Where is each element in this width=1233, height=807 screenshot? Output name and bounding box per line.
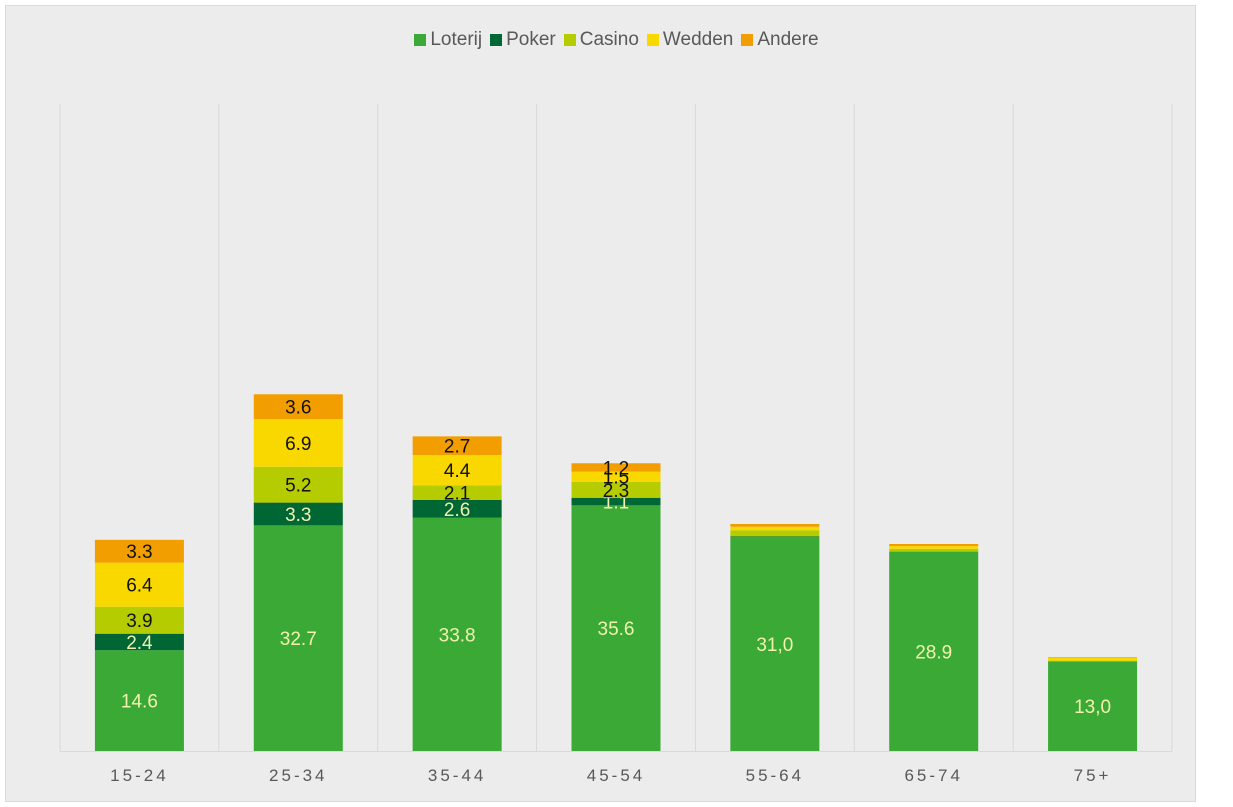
- data-label-loterij-55-64: 31,0: [756, 635, 793, 656]
- bar-segment-casino-65-74: [889, 548, 979, 552]
- bar-segment-casino-25-34: [253, 466, 343, 503]
- bar-segment-poker-15-24: [94, 633, 184, 651]
- bar-segment-andere-25-34: [253, 394, 343, 420]
- bar-segment-casino-75+: [1048, 660, 1138, 662]
- x-tick-label: 75+: [1074, 766, 1112, 785]
- data-label-loterij-45-54: 35.6: [598, 619, 635, 640]
- legend-swatch: [741, 34, 754, 46]
- bar-segment-andere-15-24: [94, 539, 184, 563]
- legend-swatch: [490, 34, 503, 46]
- x-tick-label: 15-24: [110, 766, 168, 785]
- data-label-wedden-15-24: 6.4: [126, 576, 153, 597]
- legend-item-wedden: Wedden: [646, 29, 734, 51]
- bar-segment-poker-25-34: [253, 502, 343, 526]
- legend-item-casino: Casino: [563, 29, 639, 51]
- data-label-poker-15-24: 2.4: [126, 633, 153, 654]
- legend-label: Loterij: [430, 29, 483, 50]
- legend-swatch: [563, 34, 576, 46]
- data-label-loterij-15-24: 14.6: [121, 692, 158, 713]
- data-label-casino-45-54: 2.3: [603, 481, 629, 502]
- bar-segment-wedden-45-54: [571, 471, 661, 482]
- bar-segment-andere-55-64: [730, 523, 820, 527]
- bar-segment-loterij-35-44: [412, 517, 502, 751]
- legend-item-poker: Poker: [490, 29, 556, 51]
- bar-segment-wedden-55-64: [730, 526, 820, 531]
- bar-segment-andere-75+: [1048, 657, 1138, 658]
- data-label-casino-25-34: 5.2: [285, 476, 311, 497]
- data-label-wedden-35-44: 4.4: [444, 461, 471, 482]
- data-label-andere-35-44: 2.7: [444, 437, 470, 458]
- data-label-wedden-25-34: 6.9: [285, 434, 311, 455]
- data-label-loterij-65-74: 28.9: [915, 642, 952, 663]
- bar-segment-wedden-35-44: [412, 454, 502, 486]
- data-label-casino-35-44: 2.1: [444, 484, 470, 505]
- legend-label: Casino: [579, 29, 639, 50]
- bar-segment-andere-35-44: [412, 436, 502, 455]
- legend: Loterij Poker Casino Wedden Andere: [0, 26, 1233, 54]
- bar-segment-wedden-15-24: [94, 562, 184, 607]
- data-label-loterij-35-44: 33.8: [439, 625, 476, 646]
- bar-segment-loterij-75+: [1048, 661, 1138, 751]
- legend-label: Andere: [757, 29, 819, 50]
- data-label-andere-45-54: 1.2: [603, 458, 629, 479]
- data-label-andere-15-24: 3.3: [126, 542, 152, 563]
- legend-label: Poker: [506, 29, 556, 50]
- bar-segment-loterij-25-34: [253, 525, 343, 751]
- bar-segment-wedden-25-34: [253, 419, 343, 467]
- bar-segment-loterij-65-74: [889, 551, 979, 751]
- x-tick-label: 35-44: [428, 766, 486, 785]
- legend-swatch: [414, 34, 427, 46]
- bar-segment-casino-55-64: [730, 530, 820, 537]
- bar-segment-loterij-55-64: [730, 537, 820, 751]
- bar-segment-poker-35-44: [412, 499, 502, 518]
- bar-segment-loterij-15-24: [94, 650, 184, 751]
- legend-item-andere: Andere: [741, 29, 819, 51]
- bar-segment-poker-45-54: [571, 497, 661, 506]
- data-label-poker-25-34: 3.3: [285, 505, 311, 526]
- data-label-loterij-25-34: 32.7: [280, 629, 317, 650]
- data-label-poker-45-54: 1.1: [603, 493, 629, 514]
- legend-item-loterij: Loterij: [414, 29, 482, 51]
- data-label-loterij-75+: 13,0: [1074, 697, 1111, 718]
- data-label-casino-15-24: 3.9: [126, 611, 152, 632]
- x-tick-label: 55-64: [746, 766, 804, 785]
- legend-label: Wedden: [662, 29, 734, 50]
- x-tick-label: 45-54: [587, 766, 645, 785]
- data-label-andere-25-34: 3.6: [285, 398, 311, 419]
- legend-swatch: [646, 34, 659, 46]
- data-label-poker-35-44: 2.6: [444, 500, 470, 521]
- bar-segment-loterij-45-54: [571, 505, 661, 751]
- data-label-wedden-45-54: 1.5: [603, 468, 629, 489]
- bar-segment-andere-45-54: [571, 463, 661, 472]
- bar-segment-casino-15-24: [94, 606, 184, 634]
- bar-segment-andere-65-74: [889, 544, 979, 547]
- bar-segment-wedden-75+: [1048, 657, 1138, 661]
- bar-segment-poker-55-64: [730, 536, 820, 538]
- x-tick-label: 25-34: [269, 766, 327, 785]
- x-tick-label: 65-74: [904, 766, 962, 785]
- bar-segment-wedden-65-74: [889, 546, 979, 549]
- bar-segment-casino-35-44: [412, 485, 502, 500]
- bar-segment-casino-45-54: [571, 481, 661, 498]
